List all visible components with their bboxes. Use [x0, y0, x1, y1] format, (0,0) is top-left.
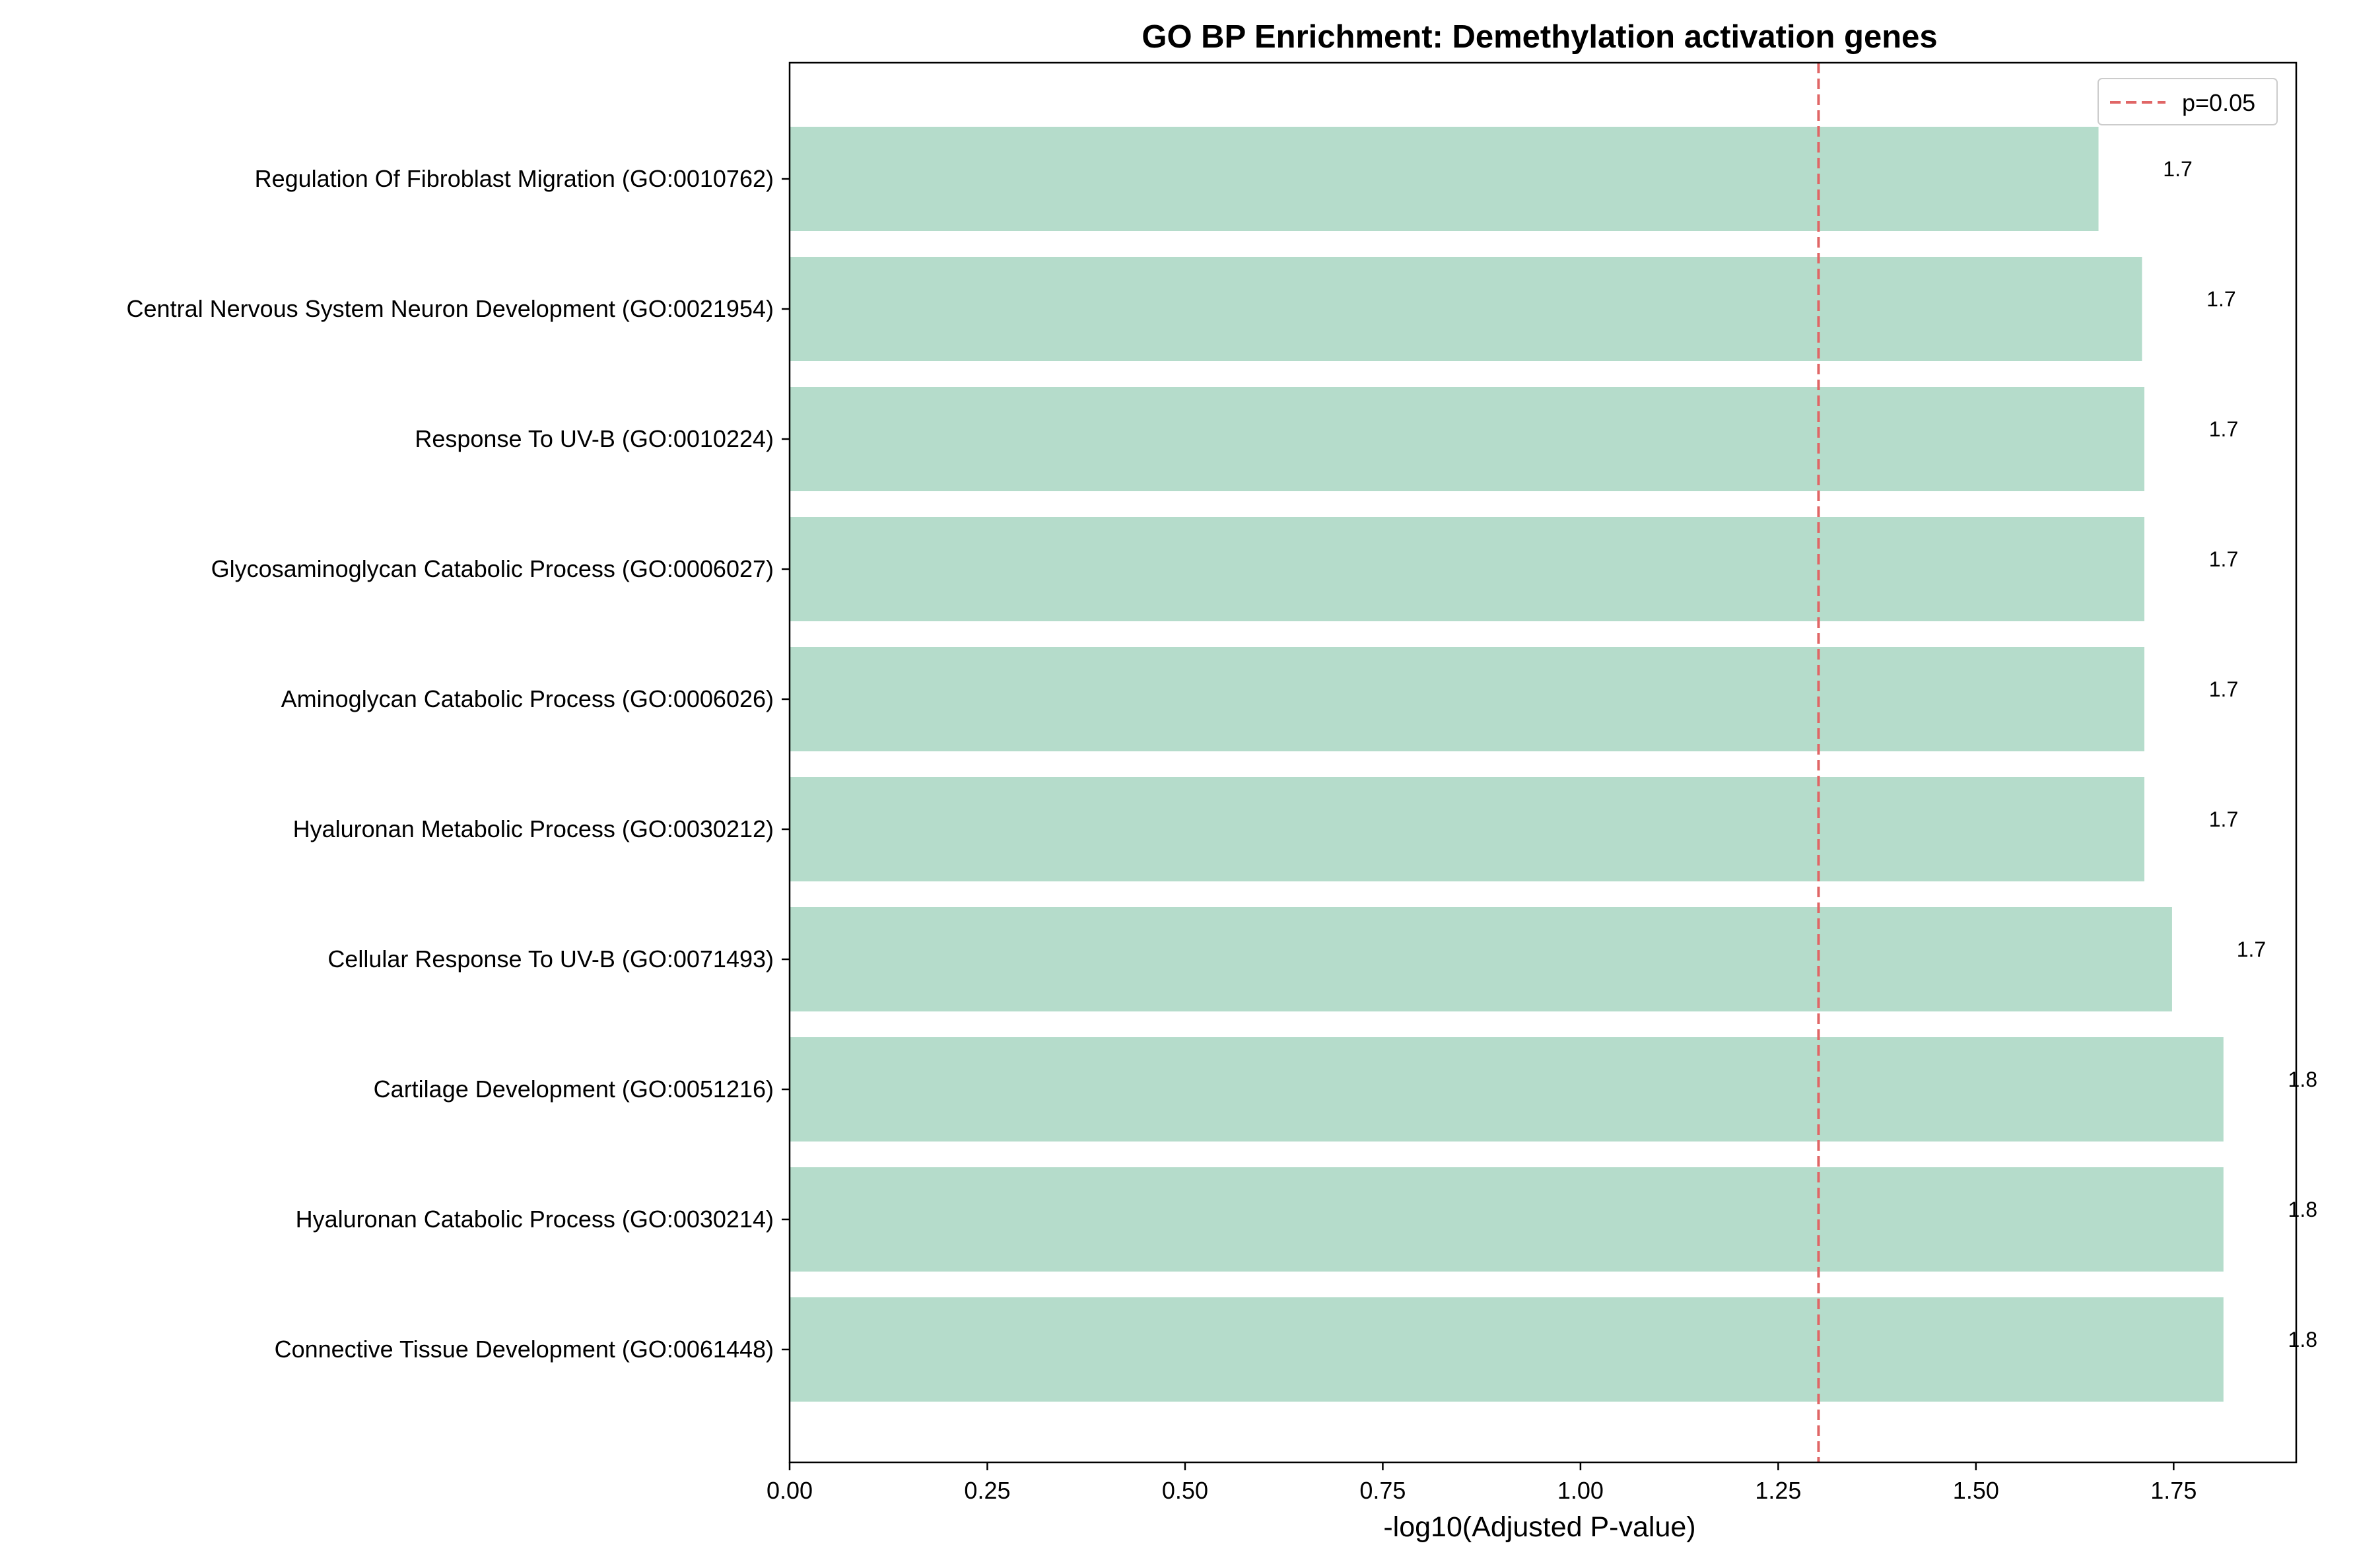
- value-label: 1.7: [2209, 417, 2238, 441]
- x-tick-label: 0.50: [1162, 1477, 1208, 1504]
- bar: [790, 1037, 2224, 1142]
- value-label: 1.7: [2209, 547, 2238, 571]
- bar: [790, 127, 2099, 231]
- category-label: Glycosaminoglycan Catabolic Process (GO:…: [211, 555, 774, 582]
- category-label: Hyaluronan Metabolic Process (GO:0030212…: [293, 815, 774, 842]
- x-tick-label: 1.75: [2150, 1477, 2197, 1504]
- value-label: 1.7: [2237, 937, 2266, 961]
- bar: [790, 647, 2145, 751]
- category-label: Connective Tissue Development (GO:006144…: [275, 1336, 774, 1363]
- bar: [790, 257, 2142, 361]
- bar: [790, 1297, 2224, 1402]
- axes-frame: [788, 61, 2298, 1464]
- category-label: Cellular Response To UV-B (GO:0071493): [327, 945, 774, 972]
- legend: p=0.05: [2097, 78, 2278, 125]
- bar: [790, 777, 2145, 881]
- value-label: 1.7: [2209, 677, 2238, 701]
- x-axis-title: -log10(Adjusted P-value): [1383, 1511, 1695, 1543]
- bar: [790, 517, 2145, 621]
- x-tick-label: 0.25: [964, 1477, 1010, 1504]
- value-label: 1.8: [2288, 1328, 2317, 1351]
- x-tick-label: 1.50: [1953, 1477, 1999, 1504]
- plot-area: Regulation Of Fibroblast Migration (GO:0…: [127, 61, 2317, 1504]
- category-label: Central Nervous System Neuron Developmen…: [127, 295, 774, 322]
- x-tick-label: 1.25: [1755, 1477, 1801, 1504]
- x-tick-label: 0.00: [767, 1477, 813, 1504]
- category-label: Hyaluronan Catabolic Process (GO:0030214…: [296, 1206, 774, 1233]
- value-label: 1.8: [2288, 1068, 2317, 1091]
- legend-threshold-label: p=0.05: [2182, 89, 2255, 116]
- category-label: Aminoglycan Catabolic Process (GO:000602…: [281, 685, 774, 712]
- value-label: 1.7: [2206, 287, 2235, 311]
- chart-title: GO BP Enrichment: Demethylation activati…: [1142, 19, 1937, 55]
- bar: [790, 907, 2172, 1011]
- bar: [790, 387, 2145, 491]
- x-tick-label: 1.00: [1557, 1477, 1604, 1504]
- value-label: 1.7: [2209, 807, 2238, 831]
- bar: [790, 1167, 2224, 1272]
- category-label: Regulation Of Fibroblast Migration (GO:0…: [255, 165, 774, 192]
- category-label: Cartilage Development (GO:0051216): [374, 1075, 774, 1103]
- value-label: 1.7: [2163, 157, 2192, 181]
- value-label: 1.8: [2288, 1198, 2317, 1221]
- category-label: Response To UV-B (GO:0010224): [415, 425, 774, 452]
- legend-box: [2097, 78, 2278, 125]
- x-tick-label: 0.75: [1359, 1477, 1406, 1504]
